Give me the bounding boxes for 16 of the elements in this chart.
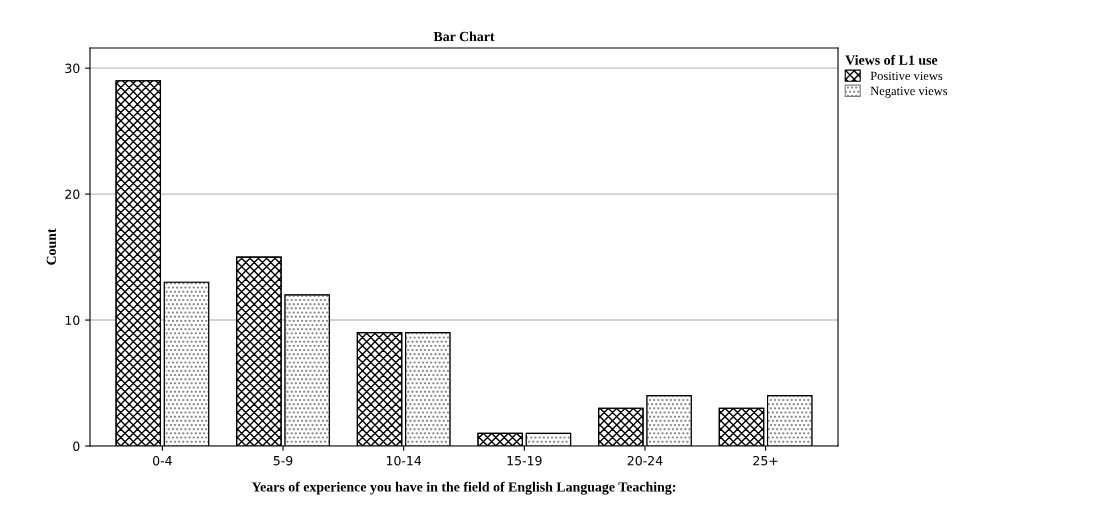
x-tick-label: 5-9	[273, 455, 293, 466]
y-tick-label: 0	[73, 441, 80, 451]
chart-title: Bar Chart	[433, 31, 495, 42]
x-tick-label: 20-24	[627, 455, 663, 466]
x-tick-label: 10-14	[386, 455, 422, 466]
y-tick-label: 30	[65, 63, 80, 74]
x-tick-label: 15-19	[507, 455, 542, 466]
y-axis-title: Count	[46, 228, 57, 265]
x-tick-label: 0-4	[153, 455, 172, 466]
x-axis-title: Years of experience you have in the field of English Language Teaching:	[251, 481, 676, 495]
y-tick-label: 20	[65, 189, 80, 200]
legend-label: Positive views	[870, 71, 943, 81]
legend-title: Views of L1 use	[845, 54, 938, 65]
legend-label: Negative views	[870, 86, 948, 98]
y-tick-label: 10	[65, 315, 80, 325]
x-tick-label: 25+	[753, 455, 778, 466]
